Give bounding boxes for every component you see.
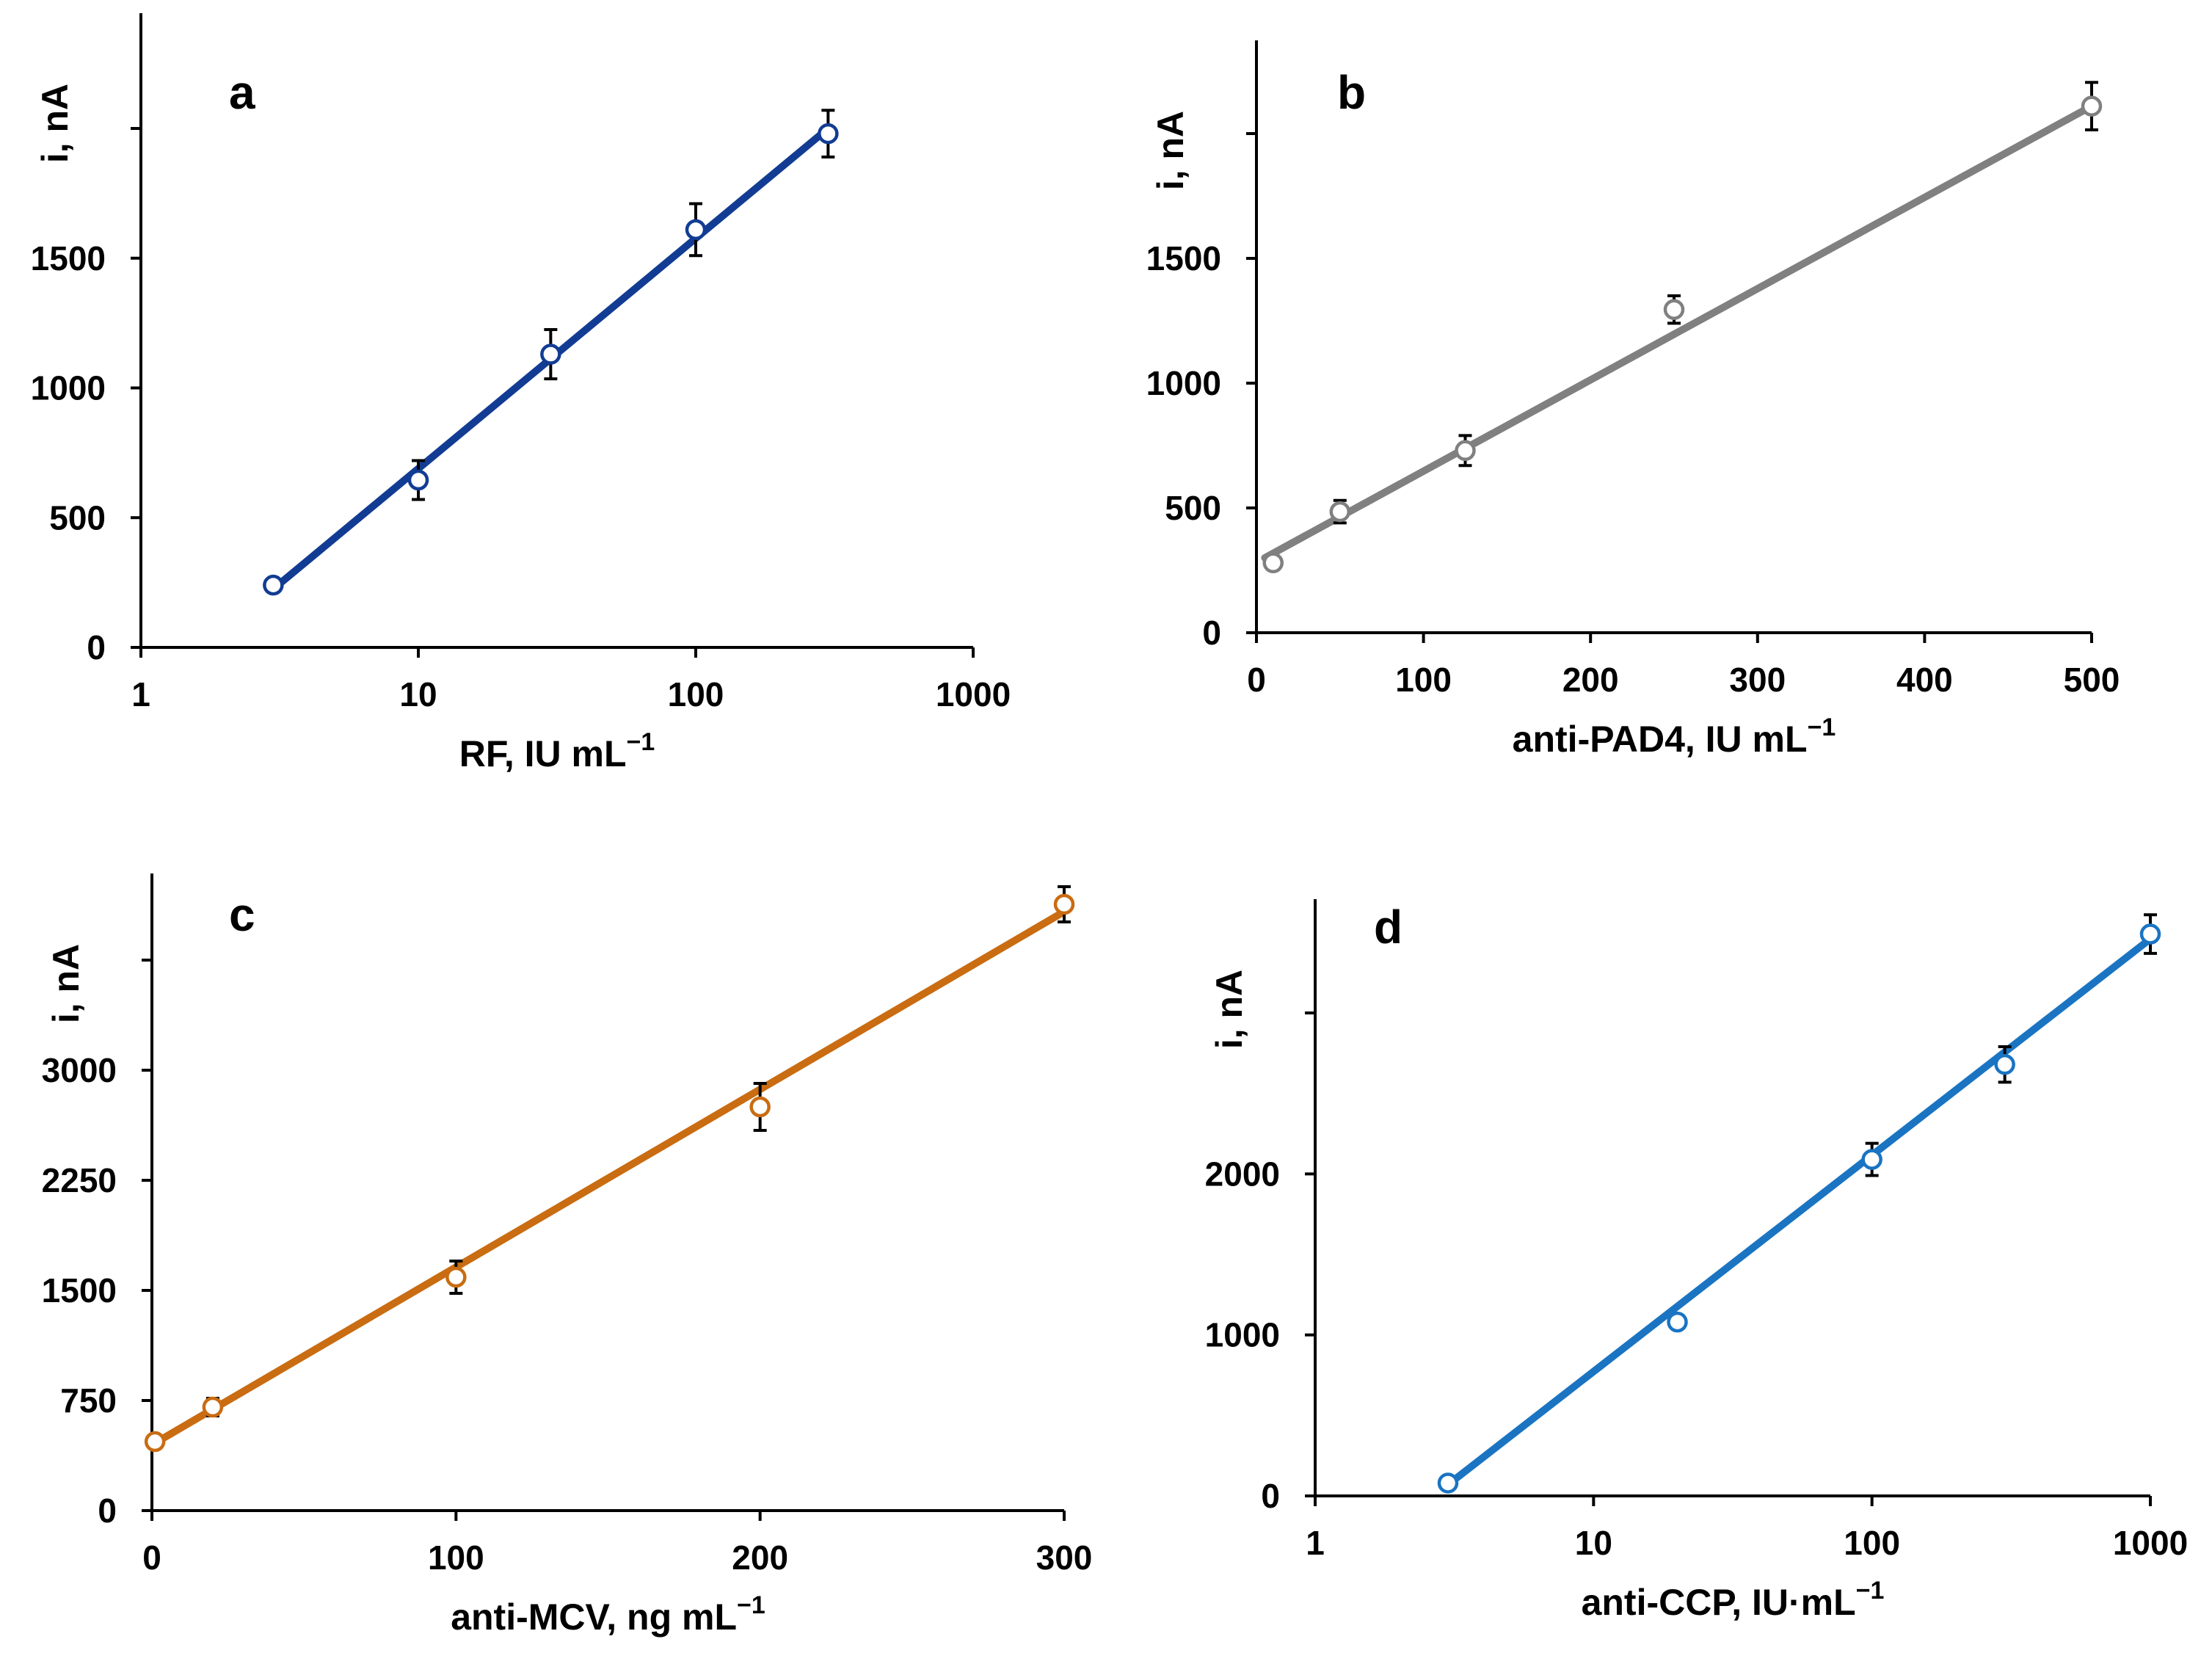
y-axis-label: i, nA — [1150, 111, 1191, 190]
y-tick-label: 1000 — [1205, 1316, 1280, 1354]
x-tick-label: 100 — [668, 675, 724, 713]
y-tick-label: 0 — [1202, 614, 1221, 652]
data-point — [749, 1096, 771, 1118]
y-tick-label: 1000 — [31, 369, 106, 407]
x-axis-label-main: RF, IU mL — [459, 733, 627, 774]
x-axis-label: RF, IU mL−1 — [459, 728, 655, 774]
data-point — [1053, 893, 1075, 915]
fit-line — [1261, 102, 2095, 562]
x-tick-label: 300 — [1729, 661, 1786, 699]
y-tick-label: 1500 — [42, 1271, 117, 1309]
x-axis-label: anti-MCV, ng mL−1 — [451, 1591, 765, 1638]
fit-line — [1444, 935, 2154, 1489]
panel-letter: a — [229, 66, 255, 119]
data-point — [1455, 440, 1476, 462]
y-axis-label: i, nA — [1209, 970, 1250, 1049]
y-tick-label: 0 — [87, 628, 106, 666]
data-point — [1667, 1311, 1688, 1333]
y-tick-label: 750 — [60, 1381, 117, 1420]
data-point — [144, 1431, 166, 1453]
y-axis-label: i, nA — [34, 84, 76, 163]
y-tick-label: 2250 — [42, 1161, 117, 1199]
panel-b: 0 100 200 300 400 500 0 500 1000 1500 anti-PAD4, I… — [1146, 40, 2120, 760]
y-tick-label: 500 — [1165, 489, 1221, 527]
data-point — [818, 123, 839, 145]
y-tick-label: 1500 — [31, 239, 106, 277]
x-tick-label: 500 — [2064, 661, 2120, 699]
data-point — [1861, 1149, 1882, 1170]
x-axis-label-sup: −1 — [737, 1591, 765, 1619]
data-point — [685, 219, 707, 241]
data-point — [2081, 95, 2103, 117]
y-tick-label: 1000 — [1146, 364, 1221, 402]
data-point — [1663, 299, 1685, 320]
x-tick-label: 100 — [428, 1538, 484, 1577]
panel-letter: c — [229, 888, 255, 941]
y-tick-label: 0 — [98, 1492, 117, 1530]
x-tick-label: 1000 — [2113, 1524, 2188, 1562]
y-tick-label: 3000 — [42, 1051, 117, 1089]
panel-a: 1 10 100 1000 0 500 1000 1500 RF, IU mL−1 i, nA a — [31, 13, 1011, 774]
x-axis-label-main: anti-MCV, ng mL — [451, 1596, 737, 1638]
data-point — [1262, 552, 1284, 574]
x-tick-label: 10 — [1575, 1524, 1612, 1562]
y-axis-label: i, nA — [46, 944, 87, 1023]
x-axis-label-main: anti-CCP, IU·mL — [1582, 1582, 1856, 1623]
x-tick-label: 300 — [1036, 1538, 1093, 1577]
x-axis-label: anti-PAD4, IU mL−1 — [1513, 713, 1836, 760]
x-tick-label: 10 — [399, 675, 437, 713]
data-point — [2139, 923, 2161, 945]
x-tick-label: 1000 — [936, 675, 1011, 713]
x-axis-label-sup: −1 — [1856, 1577, 1885, 1605]
panel-letter: d — [1374, 901, 1402, 953]
x-tick-label: 200 — [1562, 661, 1619, 699]
x-axis-label: anti-CCP, IU·mL−1 — [1582, 1577, 1885, 1623]
data-point — [263, 574, 284, 596]
x-axis-label-main: anti-PAD4, IU mL — [1513, 719, 1808, 760]
data-point — [540, 344, 561, 365]
data-point — [407, 469, 429, 491]
y-tick-label: 1500 — [1146, 239, 1221, 277]
data-point — [1437, 1472, 1459, 1494]
x-tick-label: 1 — [131, 675, 150, 713]
y-tick-label: 2000 — [1205, 1155, 1280, 1193]
y-tick-label: 0 — [1261, 1477, 1280, 1515]
panel-letter: b — [1337, 66, 1366, 119]
x-tick-label: 0 — [1247, 661, 1266, 699]
x-tick-label: 0 — [142, 1538, 161, 1577]
x-axis-label-sup: −1 — [1808, 713, 1836, 741]
x-tick-label: 200 — [732, 1538, 788, 1577]
data-point — [445, 1266, 467, 1288]
x-tick-label: 100 — [1395, 661, 1452, 699]
data-point — [1994, 1053, 2015, 1075]
x-tick-label: 1 — [1306, 1524, 1325, 1562]
panel-d: 1 10 100 1000 0 1000 2000 anti-CCP, IU·mL−1 i, n… — [1205, 899, 2188, 1623]
data-point — [1329, 501, 1351, 523]
fit-line — [151, 908, 1068, 1447]
x-tick-label: 400 — [1896, 661, 1953, 699]
data-point — [202, 1396, 224, 1418]
x-axis-label-sup: −1 — [627, 728, 655, 756]
x-tick-label: 100 — [1844, 1524, 1900, 1562]
y-tick-label: 500 — [49, 498, 106, 537]
